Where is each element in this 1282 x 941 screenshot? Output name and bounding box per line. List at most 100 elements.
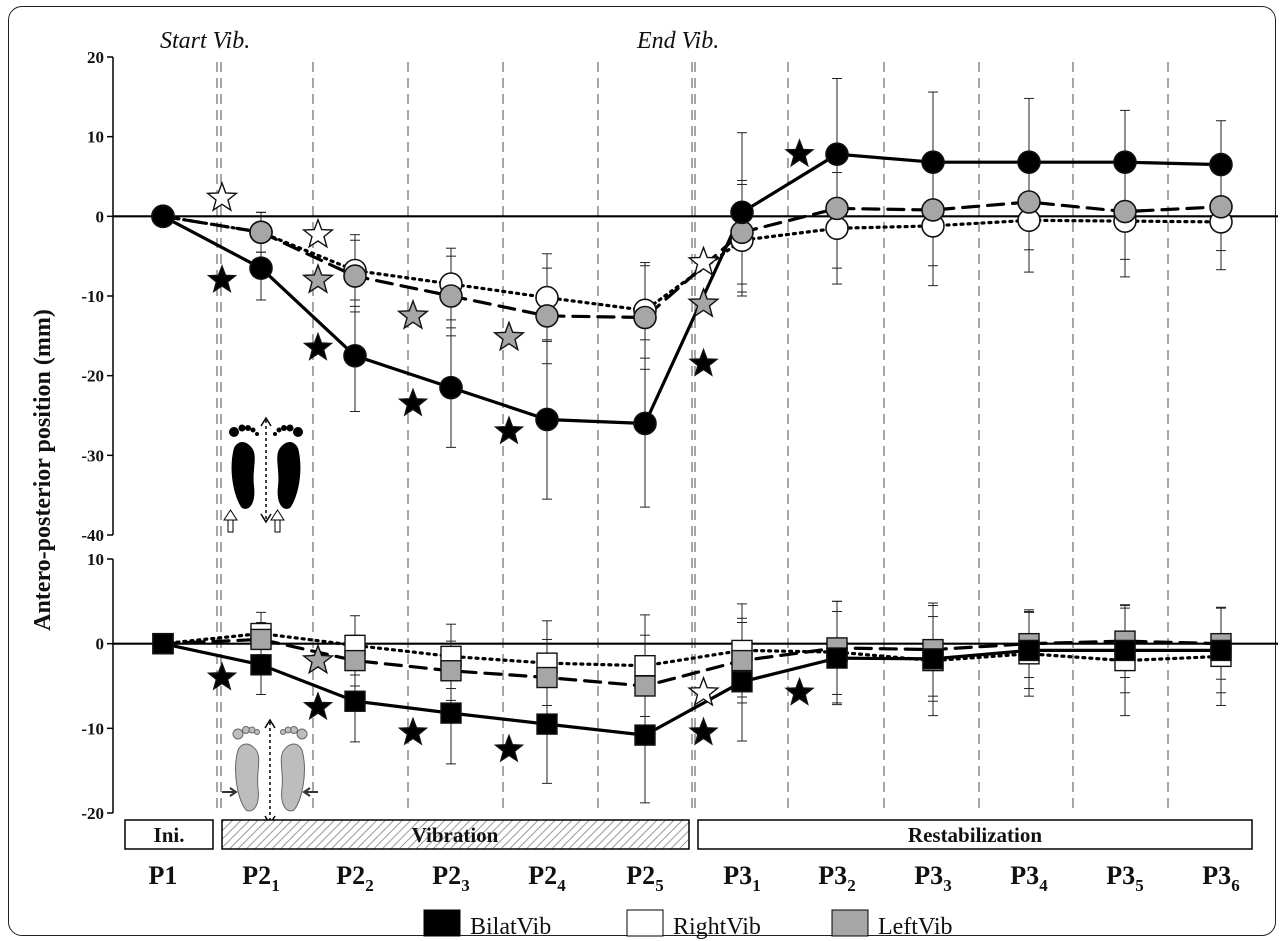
- y-tick-label: -30: [81, 446, 104, 465]
- y-tick-label: -20: [81, 367, 104, 386]
- significance-star-right: [205, 181, 239, 212]
- data-point-left: [730, 220, 754, 245]
- data-point-bilat: [535, 407, 559, 432]
- data-point-left: [249, 220, 273, 245]
- legend-swatch-bilat: [423, 909, 461, 937]
- period-label: P32: [818, 861, 855, 895]
- data-point-left: [731, 649, 753, 672]
- legend-swatch-left: [831, 909, 869, 937]
- legend-label-left: LeftVib: [878, 914, 953, 940]
- data-point-bilat: [634, 724, 656, 746]
- data-point-bilat: [826, 647, 848, 669]
- significance-star-bilat: [784, 676, 815, 706]
- data-point-bilat: [1018, 639, 1040, 662]
- data-point-bilat: [1114, 639, 1136, 662]
- period-label-base: P2: [626, 861, 655, 890]
- legend: BilatVib RightVib LeftVib: [423, 909, 953, 940]
- data-point-bilat: [1017, 150, 1041, 174]
- data-point-bilat: [730, 200, 754, 225]
- data-point-right: [825, 216, 849, 241]
- data-point-bilat: [440, 702, 462, 724]
- period-label-subscript: 4: [557, 876, 566, 895]
- data-point-bilat: [536, 713, 558, 735]
- period-label: P1: [149, 861, 178, 890]
- period-label-subscript: 1: [271, 876, 280, 895]
- feet-icon-bottom: [222, 718, 318, 826]
- phase-bar-initial: [124, 819, 214, 850]
- data-point-left: [825, 196, 849, 221]
- period-label: P35: [1106, 861, 1143, 895]
- period-label-subscript: 3: [461, 876, 470, 895]
- period-label-base: P3: [1106, 861, 1135, 890]
- significance-star-bilat: [493, 733, 525, 763]
- data-point-left: [535, 304, 559, 328]
- data-point-bilat: [152, 632, 174, 655]
- period-label: P33: [914, 861, 951, 895]
- significance-star-bilat: [493, 415, 525, 445]
- period-label-base: P2: [528, 861, 557, 890]
- significance-star-left: [301, 263, 335, 294]
- data-point-bilat: [151, 204, 175, 229]
- data-point-left: [1113, 199, 1137, 224]
- period-label-subscript: 5: [655, 876, 664, 895]
- end-vibration-label: End Vib.: [636, 28, 719, 54]
- phase-bar-vibration-label: Vibration: [412, 823, 499, 847]
- y-tick-label: -10: [81, 287, 104, 306]
- period-label-subscript: 4: [1039, 876, 1048, 895]
- legend-label-right: RightVib: [673, 914, 761, 940]
- data-point-bilat: [825, 142, 849, 166]
- period-label-base: P2: [242, 861, 271, 890]
- data-point-bilat: [922, 648, 944, 670]
- significance-star-bilat: [688, 716, 719, 746]
- data-point-bilat: [343, 343, 367, 368]
- period-label: P25: [626, 861, 663, 895]
- data-point-bilat: [731, 671, 753, 693]
- significance-star-left: [301, 643, 335, 675]
- y-tick-label: 0: [96, 635, 105, 654]
- data-point-left: [250, 628, 272, 651]
- y-tick-label: 10: [87, 550, 104, 569]
- period-label-base: P3: [914, 861, 943, 890]
- data-point-left: [921, 198, 945, 222]
- data-point-left: [634, 675, 656, 697]
- phase-bar-restabilization: [697, 819, 1253, 850]
- series-line-bilat: [161, 642, 1223, 737]
- phase-bar-vibration: [221, 819, 690, 850]
- data-point-bilat: [439, 375, 463, 400]
- significance-star-bilat: [397, 716, 429, 746]
- significance-star-bilat: [784, 138, 815, 168]
- period-label: P23: [432, 861, 469, 895]
- feet-icon-top: [223, 416, 303, 533]
- y-tick-label: -40: [81, 526, 104, 545]
- significance-star-left: [687, 287, 720, 318]
- period-label: P36: [1202, 861, 1239, 895]
- y-tick-label: -20: [81, 804, 104, 823]
- y-axis-label: Antero-posterior position (mm): [30, 309, 56, 631]
- period-label-base: P3: [1010, 861, 1039, 890]
- significance-star-right: [687, 245, 720, 277]
- period-label-base: P1: [149, 861, 178, 890]
- y-tick-label: 10: [87, 128, 104, 147]
- phase-bar-restabilization-label: Restabilization: [908, 823, 1042, 847]
- data-point-bilat: [1210, 639, 1232, 662]
- data-point-left: [343, 264, 367, 288]
- series-line-right: [161, 631, 1223, 668]
- y-tick-label: -10: [81, 719, 104, 738]
- data-point-bilat: [1113, 150, 1137, 174]
- y-tick-label: 20: [87, 48, 104, 67]
- data-point-bilat: [1209, 152, 1233, 177]
- period-label: P31: [723, 861, 760, 895]
- data-point-right: [634, 654, 656, 677]
- period-label-base: P2: [336, 861, 365, 890]
- period-label-subscript: 2: [847, 876, 856, 895]
- data-point-bilat: [250, 654, 272, 676]
- data-point-left: [1209, 194, 1233, 219]
- period-label-base: P2: [432, 861, 461, 890]
- series-line-left: [161, 637, 1223, 688]
- period-label-subscript: 3: [943, 876, 952, 895]
- period-label: P24: [528, 861, 566, 895]
- period-label: P21: [242, 861, 279, 895]
- significance-star-bilat: [688, 347, 719, 377]
- series-line-bilat: [161, 152, 1223, 426]
- data-point-bilat: [249, 256, 273, 280]
